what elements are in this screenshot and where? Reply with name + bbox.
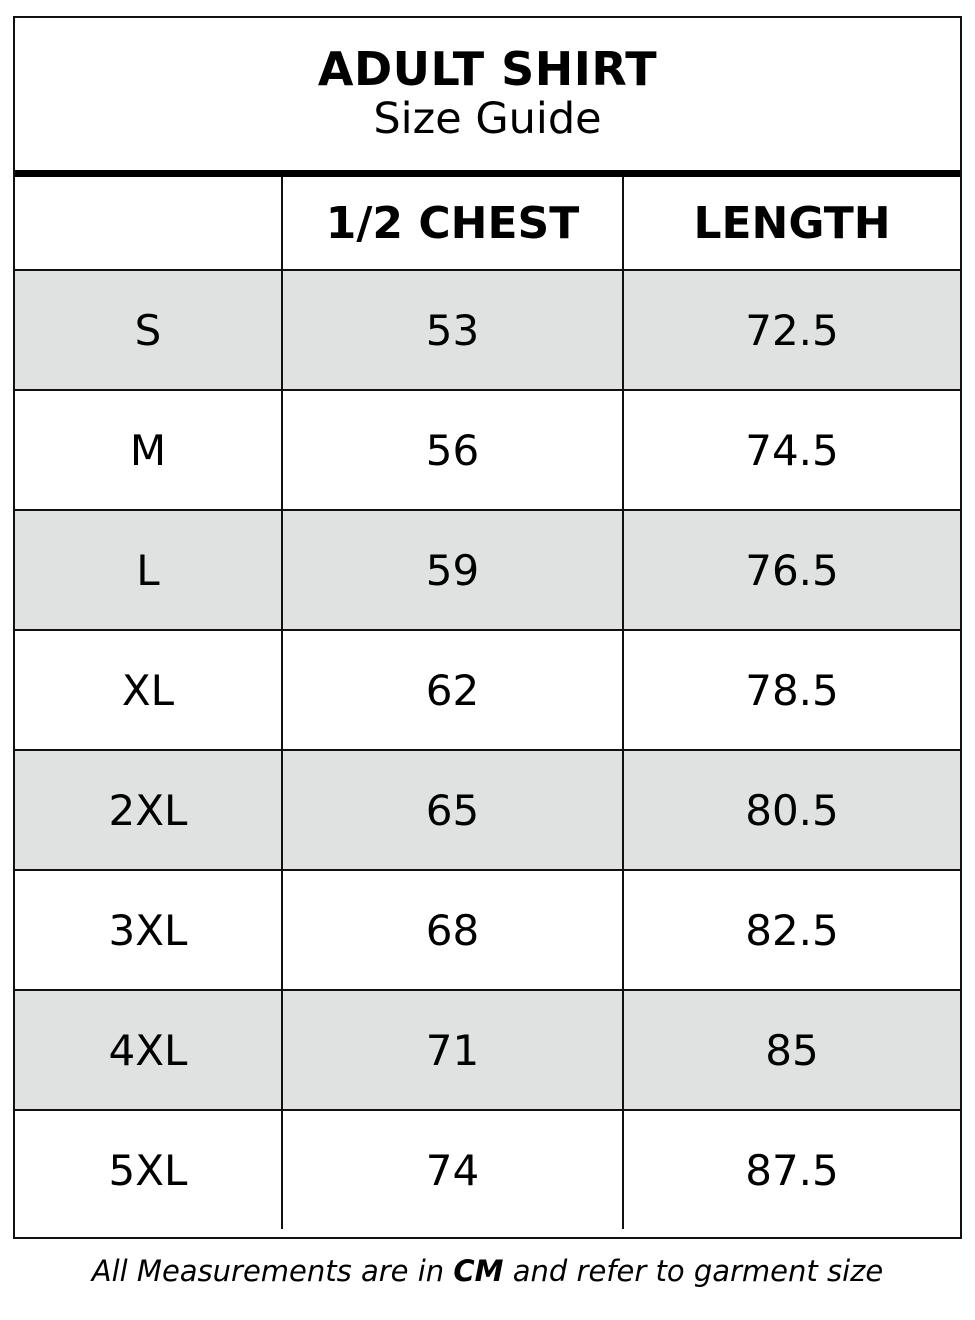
size-guide-frame: ADULT SHIRT Size Guide 1/2 CHEST LENGTH … (13, 16, 962, 1239)
cell-size: XL (15, 629, 283, 751)
cell-length: 82.5 (622, 869, 960, 991)
cell-chest: 56 (281, 389, 624, 511)
cell-size: 5XL (15, 1109, 283, 1229)
table-row: 2XL 65 80.5 (15, 749, 960, 871)
cell-length: 76.5 (622, 509, 960, 631)
cell-chest: 68 (281, 869, 624, 991)
cell-length: 87.5 (622, 1109, 960, 1229)
cell-length: 74.5 (622, 389, 960, 511)
footer-note: All Measurements are in CM and refer to … (0, 1254, 975, 1288)
table-row: S 53 72.5 (15, 269, 960, 391)
table-row: M 56 74.5 (15, 389, 960, 511)
cell-size: M (15, 389, 283, 511)
cell-chest: 59 (281, 509, 624, 631)
footer-text-after: and refer to garment size (503, 1254, 884, 1288)
table-row: XL 62 78.5 (15, 629, 960, 751)
header-size (15, 177, 283, 271)
cell-length: 78.5 (622, 629, 960, 751)
cell-chest: 71 (281, 989, 624, 1111)
cell-chest: 65 (281, 749, 624, 871)
title-box: ADULT SHIRT Size Guide (15, 18, 960, 177)
cell-size: L (15, 509, 283, 631)
size-table: 1/2 CHEST LENGTH S 53 72.5 M 56 74.5 L 59 76.5 XL… (15, 177, 960, 1229)
cell-chest: 62 (281, 629, 624, 751)
page-title: ADULT SHIRT (317, 42, 658, 96)
cell-chest: 53 (281, 269, 624, 391)
cell-size: 2XL (15, 749, 283, 871)
header-chest: 1/2 CHEST (281, 177, 624, 271)
cell-size: S (15, 269, 283, 391)
cell-size: 3XL (15, 869, 283, 991)
table-row: 4XL 71 85 (15, 989, 960, 1111)
table-row: L 59 76.5 (15, 509, 960, 631)
footer-unit: CM (453, 1254, 504, 1288)
page-subtitle: Size Guide (373, 94, 602, 144)
cell-length: 80.5 (622, 749, 960, 871)
footer-text-before: All Measurements are in (91, 1254, 454, 1288)
header-length: LENGTH (622, 177, 960, 271)
cell-size: 4XL (15, 989, 283, 1111)
table-row: 5XL 74 87.5 (15, 1109, 960, 1229)
cell-length: 85 (622, 989, 960, 1111)
table-row: 3XL 68 82.5 (15, 869, 960, 991)
cell-chest: 74 (281, 1109, 624, 1229)
header-row: 1/2 CHEST LENGTH (15, 177, 960, 271)
cell-length: 72.5 (622, 269, 960, 391)
